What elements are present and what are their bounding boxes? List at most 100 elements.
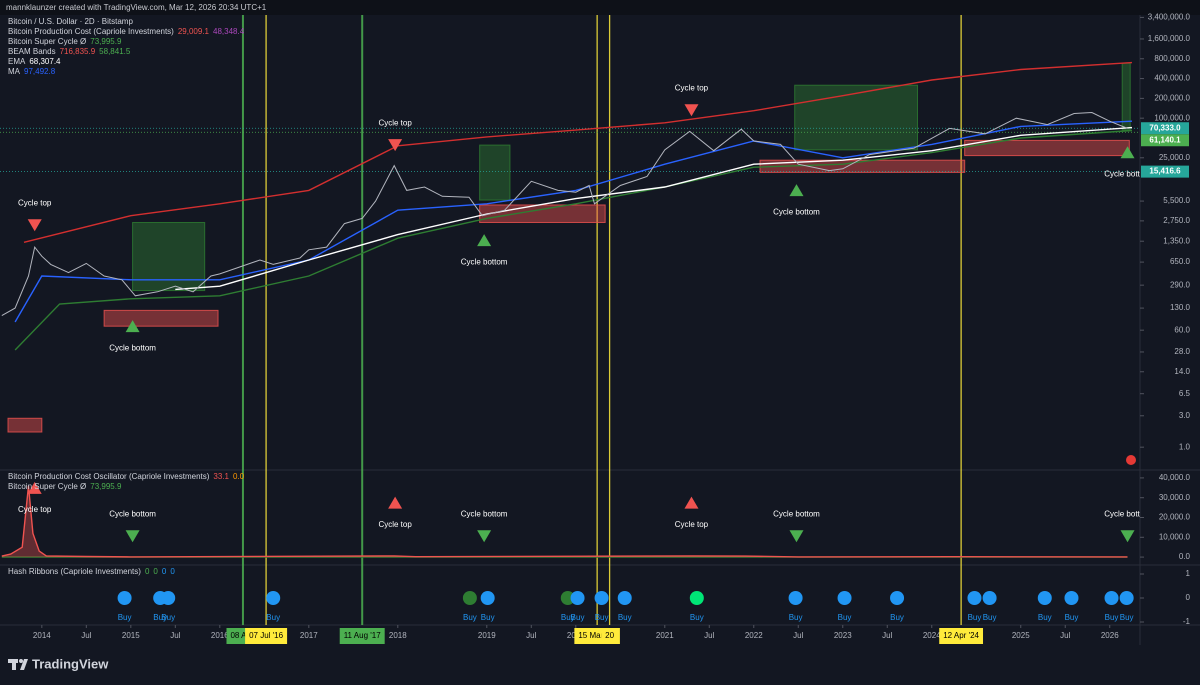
- y-tick-label: 0.0: [1179, 552, 1191, 561]
- cycle-label: Cycle top: [18, 198, 52, 207]
- cycle-marker: [1120, 146, 1135, 159]
- legend-entry: Bitcoin / U.S. Dollar · 2D · Bitstamp: [8, 17, 133, 26]
- brand-name: TradingView: [32, 656, 109, 671]
- buy-signal: [982, 591, 997, 605]
- y-tick-label: 20,000.0: [1159, 513, 1191, 522]
- y-tick-label: 30,000.0: [1159, 493, 1191, 502]
- footer-bar: [0, 645, 1200, 685]
- buy-label: Buy: [571, 613, 585, 622]
- y-tick-label: -1: [1183, 617, 1191, 626]
- y-tick-label: 1.0: [1179, 442, 1191, 451]
- buy-label: Buy: [561, 613, 575, 622]
- shaded-zone: [1121, 62, 1131, 131]
- x-tick-label: Jul: [793, 631, 803, 640]
- date-marker-bg: [939, 628, 984, 644]
- y-tick-label: 200,000.0: [1154, 93, 1190, 102]
- date-marker-tag: 11 Aug '17: [339, 628, 385, 644]
- buy-signal: [1064, 591, 1079, 605]
- y-tick-label: 14.0: [1174, 367, 1190, 376]
- price-tag: 15,416.6: [1149, 167, 1181, 176]
- pane: Cycle top Cycle bottom Cycle top Cycle bott…: [0, 61, 1140, 433]
- cycle-label: Cycle top: [378, 118, 412, 127]
- price-tag: 61,140.1: [1149, 135, 1181, 144]
- x-tick-label: Jul: [704, 631, 714, 640]
- x-tick-label: 2024: [923, 631, 941, 640]
- legend-entry: Hash Ribbons (Capriole Investments) 0 0 0 0: [8, 567, 175, 576]
- legend-reading: 29,009.1: [178, 27, 210, 36]
- buy-signal: [462, 591, 477, 605]
- buy-label: Buy: [1038, 613, 1052, 622]
- buy-signal: [837, 591, 852, 605]
- cycle-marker: [1120, 530, 1135, 543]
- legend-entry: Bitcoin Production Cost (Capriole Invest…: [8, 27, 245, 36]
- y-tick-label: 650.0: [1170, 257, 1191, 266]
- shaded-zone: [479, 144, 511, 201]
- buy-signal: [480, 591, 495, 605]
- legend-reading: 33.1: [213, 472, 229, 481]
- x-tick-label: 2026: [1101, 631, 1119, 640]
- x-tick-label: Jul: [81, 631, 91, 640]
- cycle-marker: [477, 530, 492, 543]
- series-line: [1, 111, 1128, 317]
- date-marker-tag: 07 Jul '16: [245, 628, 288, 644]
- legend-reading: 73,995.9: [90, 37, 122, 46]
- cycle-label: Cycle bottom: [461, 509, 508, 518]
- buy-label: Buy: [153, 613, 167, 622]
- x-tick-label: 2014: [33, 631, 51, 640]
- date-marker-label: 15 Mar '20: [578, 631, 616, 640]
- cycle-label: Cycle bottom: [773, 207, 820, 216]
- x-tick-label: 2018: [389, 631, 407, 640]
- flag-icon: [1126, 455, 1136, 465]
- cycle-marker: [388, 496, 403, 509]
- y-tick-label: 130.0: [1170, 303, 1191, 312]
- chart-background: [0, 15, 1200, 645]
- buy-label: Buy: [1065, 613, 1079, 622]
- cycle-marker: [789, 184, 804, 197]
- buy-label: Buy: [983, 613, 997, 622]
- date-marker-label: 11 Aug '17: [344, 631, 382, 640]
- buy-signal: [1119, 591, 1134, 605]
- shaded-zone: [794, 84, 919, 151]
- date-marker-label: 08 Aug: [230, 631, 255, 640]
- legend-reading: 48,348.4: [213, 27, 245, 36]
- buy-label: Buy: [481, 613, 495, 622]
- buy-signal: [570, 591, 585, 605]
- buy-signal: [788, 591, 803, 605]
- date-marker-bg: [245, 628, 288, 644]
- price-tag: 70,333.0: [1149, 123, 1181, 132]
- price-tag-bg: [1141, 134, 1189, 147]
- header-bar: [0, 0, 1200, 15]
- shaded-zone: [479, 204, 606, 223]
- y-tick-label: 100,000.0: [1154, 113, 1190, 122]
- y-tick-label: 800,000.0: [1154, 54, 1190, 63]
- legend-name: Bitcoin Production Cost Oscillator (Capr…: [8, 472, 210, 481]
- series-line: [1, 485, 1128, 558]
- buy-label: Buy: [690, 613, 704, 622]
- x-tick-label: 2025: [1012, 631, 1030, 640]
- cycle-label: Cycle bottom: [1104, 509, 1151, 518]
- legend-name: Bitcoin / U.S. Dollar · 2D · Bitstamp: [8, 17, 133, 26]
- price-tag-bg: [1141, 122, 1189, 135]
- shaded-zone: [964, 139, 1130, 157]
- x-tick-label: Jul: [882, 631, 892, 640]
- date-marker-label: 12 Apr '24: [943, 631, 979, 640]
- legend-reading: 0.0: [233, 472, 245, 481]
- y-tick-label: 3.0: [1179, 411, 1191, 420]
- cycle-label: Cycle bottom: [461, 257, 508, 266]
- series-line: [23, 61, 1133, 243]
- header-text: mannklaunzer created with TradingView.co…: [6, 3, 267, 12]
- y-tick-label: 2,750.0: [1163, 216, 1190, 225]
- y-tick-label: 10,000.0: [1159, 532, 1191, 541]
- buy-label: Buy: [1105, 613, 1119, 622]
- legend-reading: 58,841.5: [99, 47, 131, 56]
- y-tick-label: 6.5: [1179, 389, 1191, 398]
- legend-entry: EMA 68,307.4: [8, 57, 61, 66]
- buy-label: Buy: [595, 613, 609, 622]
- pane: Cycle top Cycle bottom Cycle top Cycle bott…: [1, 481, 1151, 558]
- y-tick-label: 28.0: [1174, 347, 1190, 356]
- series-line: [175, 126, 1133, 291]
- x-tick-label: 2015: [122, 631, 140, 640]
- x-tick-label: Jul: [170, 631, 180, 640]
- legend-name: Hash Ribbons (Capriole Investments): [8, 567, 141, 576]
